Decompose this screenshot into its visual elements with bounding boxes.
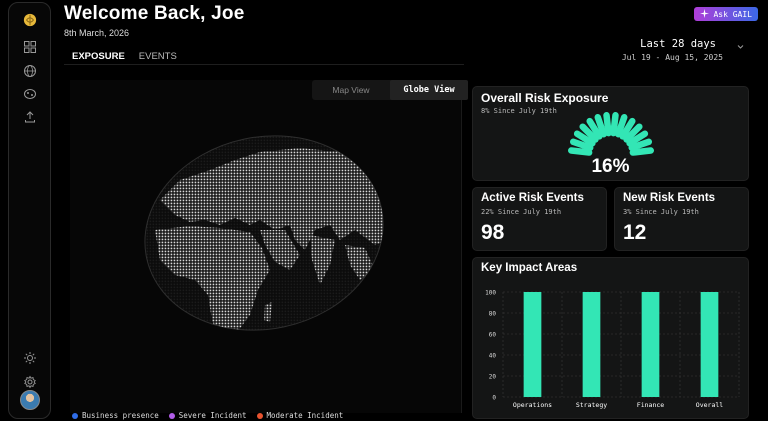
y-tick-label: 100 (485, 290, 496, 297)
gauge-segment (615, 113, 628, 138)
page-date: 8th March, 2026 (64, 28, 130, 38)
gauge-segment (619, 117, 636, 140)
y-tick-label: 60 (489, 332, 497, 339)
impact-bar-chart: 0 20 40 60 80 100 Operations Strategy Finance Ove… (485, 290, 740, 409)
gauge-segment (594, 113, 607, 138)
globe-view-button[interactable]: Globe View (390, 80, 468, 100)
bar-overall[interactable] (700, 292, 719, 397)
gauge-segment (586, 117, 603, 140)
overall-risk-value: 16% (591, 156, 630, 177)
ask-gail-label: Ask GAIL (713, 9, 752, 19)
sparkle-icon (700, 8, 710, 20)
tab-events[interactable]: EVENTS (138, 51, 177, 62)
active-risk-sub: 22% Since July 19th (481, 208, 562, 216)
new-risk-title: New Risk Events (623, 192, 716, 204)
view-toggle: Map View Globe View (312, 80, 468, 100)
period-selector[interactable]: Last 28 days (640, 38, 716, 50)
x-tick-label: Strategy (576, 401, 607, 409)
x-tick-label: Finance (637, 401, 664, 409)
overall-risk-title: Overall Risk Exposure (481, 91, 609, 105)
network-icon[interactable] (23, 87, 37, 101)
legend-label: Moderate Incident (266, 411, 344, 420)
x-tick-label: Overall (696, 401, 723, 409)
gauge-segment (629, 147, 654, 156)
active-risk-value: 98 (481, 221, 505, 244)
gauge-segment (603, 112, 612, 137)
gauge-segment (579, 123, 599, 143)
brain-logo-icon[interactable] (22, 12, 38, 28)
impact-areas-title: Key Impact Areas (481, 262, 578, 274)
avatar[interactable] (19, 390, 40, 410)
legend-dot (72, 412, 78, 419)
sidebar (8, 2, 51, 419)
gauge-segment (568, 147, 593, 156)
legend-label: Severe Incident (178, 411, 247, 420)
sun-icon[interactable] (23, 351, 37, 365)
legend-dot (168, 412, 175, 419)
overall-risk-sub: 8% Since July 19th (481, 107, 557, 115)
gauge-segment (626, 130, 649, 147)
y-tick-label: 40 (489, 353, 497, 360)
active-risk-title: Active Risk Events (481, 192, 584, 204)
bar-finance[interactable] (641, 292, 660, 397)
new-risk-card[interactable]: New Risk Events 3% Since July 19th 12 (614, 187, 749, 251)
new-risk-value: 12 (623, 221, 647, 244)
globe-icon[interactable] (23, 64, 37, 78)
overall-risk-card[interactable]: Overall Risk Exposure 8% Since July 19th… (472, 86, 749, 181)
impact-areas-card: Key Impact Areas 0 20 40 60 80 100 Operations S… (472, 257, 749, 419)
gauge-segment (623, 123, 643, 143)
x-tick-label: Operations (513, 401, 552, 409)
legend-business-presence: Business presence (72, 411, 159, 420)
map-view-button[interactable]: Map View (332, 85, 370, 95)
gauge-segment (610, 112, 619, 137)
period-range: Jul 19 - Aug 15, 2025 (621, 53, 723, 62)
globe-legend: Business presence Severe Incident Modera… (72, 411, 343, 420)
y-tick-label: 20 (489, 374, 497, 381)
active-risk-card[interactable]: Active Risk Events 22% Since July 19th 9… (472, 187, 607, 251)
risk-gauge (568, 112, 654, 156)
chevron-down-icon[interactable] (737, 43, 744, 50)
tab-divider (64, 64, 464, 65)
grid-icon[interactable] (23, 40, 37, 54)
y-tick-label: 0 (492, 395, 496, 402)
upload-icon[interactable] (23, 110, 37, 124)
y-tick-label: 80 (489, 311, 497, 318)
tab-exposure[interactable]: EXPOSURE (72, 51, 125, 62)
new-risk-sub: 3% Since July 19th (623, 208, 699, 216)
legend-label: Business presence (82, 411, 159, 420)
legend-dot (256, 412, 263, 419)
bar-operations[interactable] (523, 292, 542, 397)
gauge-segment (569, 138, 594, 151)
gauge-segment (628, 138, 653, 151)
bar-strategy[interactable] (582, 292, 601, 397)
ask-gail-button[interactable]: Ask GAIL (694, 7, 758, 21)
globe-visual[interactable] (140, 130, 390, 360)
tab-bar: EXPOSURE EVENTS (72, 51, 177, 62)
page-title: Welcome Back, Joe (64, 3, 245, 24)
legend-severe-incident: Severe Incident (168, 411, 247, 420)
gauge-segment (573, 130, 596, 147)
legend-moderate-incident: Moderate Incident (256, 411, 344, 420)
gear-icon[interactable] (23, 375, 37, 389)
